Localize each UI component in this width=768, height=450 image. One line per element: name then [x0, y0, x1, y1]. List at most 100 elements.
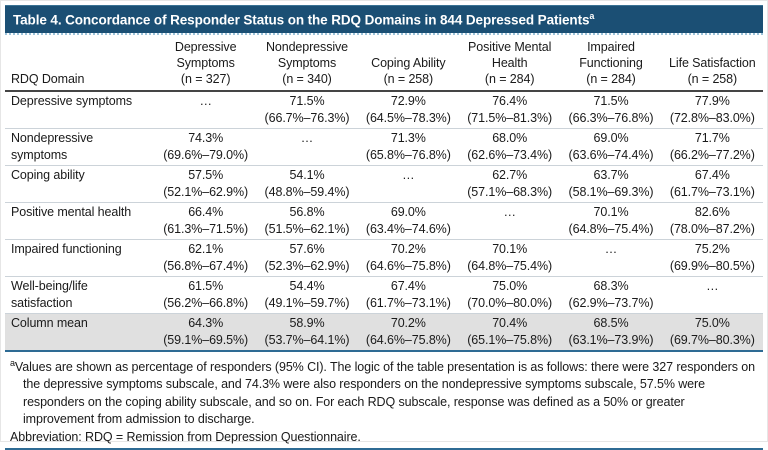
cell-ci: (69.9%–80.5%) [669, 258, 755, 273]
data-cell: 71.5% (66.7%–76.3%) [256, 93, 357, 127]
data-cell: 76.4% (71.5%–81.3%) [459, 93, 560, 127]
table-row: Column mean 64.3% (59.1%–69.5%) 58.9% (53.7%… [5, 313, 763, 350]
data-cell: 70.1% (64.8%–75.4%) [560, 204, 661, 238]
cell-value: 70.1% [492, 241, 528, 256]
cell-ci: (57.1%–68.3%) [467, 184, 553, 199]
cell-ci: (72.8%–83.0%) [669, 110, 755, 125]
data-cell: 70.2% (64.6%–75.8%) [358, 315, 459, 349]
cell-value: 56.8% [289, 204, 325, 219]
cell-value: 57.5% [188, 167, 224, 182]
data-cell: 72.9% (64.5%–78.3%) [358, 93, 459, 127]
footnote-values: aValues are shown as percentage of respo… [10, 355, 759, 429]
cell-value: 70.2% [390, 315, 426, 330]
cell-value: 75.0% [694, 315, 730, 330]
column-header-n: (n = 340) [282, 71, 332, 86]
data-cell: 68.0% (62.6%–73.4%) [459, 130, 560, 164]
data-cell: 69.0% (63.6%–74.4%) [560, 130, 661, 164]
data-cell: 82.6% (78.0%–87.2%) [662, 204, 763, 238]
data-cell: 70.1% (64.8%–75.4%) [459, 241, 560, 275]
column-header: Positive Mental Health (n = 284) [459, 39, 560, 87]
cell-ci: (58.1%–69.3%) [568, 184, 654, 199]
cell-value: 71.3% [390, 130, 426, 145]
data-cell: … [560, 241, 661, 258]
cell-value: 57.6% [289, 241, 325, 256]
cell-value: 68.0% [492, 130, 528, 145]
data-cell: 71.5% (66.3%–76.8%) [560, 93, 661, 127]
cell-value: 67.4% [390, 278, 426, 293]
cell-ci: (78.0%–87.2%) [669, 221, 755, 236]
cell-ci: (66.7%–76.3%) [264, 110, 350, 125]
cell-value: 58.9% [289, 315, 325, 330]
data-cell: 54.4% (49.1%–59.7%) [256, 278, 357, 312]
cell-value: … [604, 241, 618, 256]
cell-value: 75.0% [492, 278, 528, 293]
cell-ci: (64.5%–78.3%) [365, 110, 451, 125]
data-cell: 70.2% (64.6%–75.8%) [358, 241, 459, 275]
cell-value: 76.4% [492, 93, 528, 108]
cell-value: … [199, 93, 212, 108]
table-row: Well-being/life satisfaction 61.5% (56.2%–… [5, 277, 763, 314]
column-header: Depressive Symptoms (n = 327) [155, 39, 256, 87]
cell-value: 70.1% [593, 204, 629, 219]
row-label: Nondepressive symptoms [11, 130, 94, 162]
data-cell: 57.5% (52.1%–62.9%) [155, 167, 256, 201]
cell-value: 71.5% [289, 93, 325, 108]
column-header-n: (n = 284) [586, 71, 636, 86]
data-cell: 57.6% (52.3%–62.9%) [256, 241, 357, 275]
data-cell: 61.5% (56.2%–66.8%) [155, 278, 256, 312]
table-body: Depressive symptoms … 71.5% (66.7%–76.3%) 72… [5, 92, 763, 350]
table-row: Positive mental health 66.4% (61.3%–71.5%)… [5, 203, 763, 240]
column-header: Nondepressive Symptoms (n = 340) [256, 39, 357, 87]
cell-value: 72.9% [390, 93, 426, 108]
cell-ci: (64.6%–75.8%) [365, 332, 451, 347]
table-row: Impaired functioning 62.1% (56.8%–67.4%) 57… [5, 240, 763, 277]
row-header-label: RDQ Domain [11, 71, 85, 86]
table-row: Coping ability 57.5% (52.1%–62.9%) 54.1% (48… [5, 166, 763, 203]
cell-value: 66.4% [188, 204, 224, 219]
data-cell: 74.3% (69.6%–79.0%) [155, 130, 256, 164]
column-header: Impaired Functioning (n = 284) [560, 39, 661, 87]
cell-ci: (61.7%–73.1%) [669, 184, 755, 199]
cell-ci: (56.2%–66.8%) [163, 295, 249, 310]
column-header-n: (n = 284) [484, 71, 535, 86]
cell-value: … [503, 204, 516, 219]
cell-ci: (66.3%–76.8%) [568, 110, 654, 125]
cell-ci: (61.7%–73.1%) [365, 295, 451, 310]
cell-ci: (62.9%–73.7%) [568, 295, 654, 310]
cell-ci: (52.3%–62.9%) [264, 258, 350, 273]
row-label: Positive mental health [11, 204, 132, 219]
data-cell: 62.1% (56.8%–67.4%) [155, 241, 256, 275]
cell-ci: (63.1%–73.9%) [568, 332, 654, 347]
table-title-superscript: a [589, 11, 595, 21]
cell-value: 75.2% [694, 241, 730, 256]
cell-value: 54.4% [289, 278, 325, 293]
table-row: Nondepressive symptoms 74.3% (69.6%–79.0%)… [5, 129, 763, 166]
cell-value: 61.5% [188, 278, 224, 293]
cell-value: 69.0% [390, 204, 426, 219]
cell-value: … [300, 130, 314, 145]
footnote-text: Values are shown as percentage of respon… [14, 359, 755, 427]
data-cell: 68.3% (62.9%–73.7%) [560, 278, 661, 312]
cell-value: 71.7% [694, 130, 730, 145]
cell-value: 62.1% [188, 241, 224, 256]
cell-ci: (65.8%–76.8%) [365, 147, 451, 162]
cell-value: 74.3% [188, 130, 224, 145]
data-cell: 75.0% (69.7%–80.3%) [662, 315, 763, 349]
column-header-n: (n = 258) [383, 71, 434, 86]
table-header-row: RDQ Domain Depressive Symptoms (n = 327) N… [5, 36, 763, 92]
data-cell: 54.1% (48.8%–59.4%) [256, 167, 357, 201]
cell-ci: (53.7%–64.1%) [264, 332, 350, 347]
cell-value: 82.6% [694, 204, 730, 219]
data-cell: 69.0% (63.4%–74.6%) [358, 204, 459, 238]
cell-ci: (49.1%–59.7%) [264, 295, 350, 310]
cell-ci: (71.5%–81.3%) [467, 110, 553, 125]
cell-ci: (70.0%–80.0%) [467, 295, 553, 310]
cell-ci: (51.5%–62.1%) [264, 221, 350, 236]
cell-value: 63.7% [593, 167, 629, 182]
data-cell: 67.4% (61.7%–73.1%) [662, 167, 763, 201]
row-label: Coping ability [11, 167, 85, 182]
cell-value: 54.1% [289, 167, 325, 182]
row-label: Column mean [11, 315, 88, 330]
data-cell: 58.9% (53.7%–64.1%) [256, 315, 357, 349]
